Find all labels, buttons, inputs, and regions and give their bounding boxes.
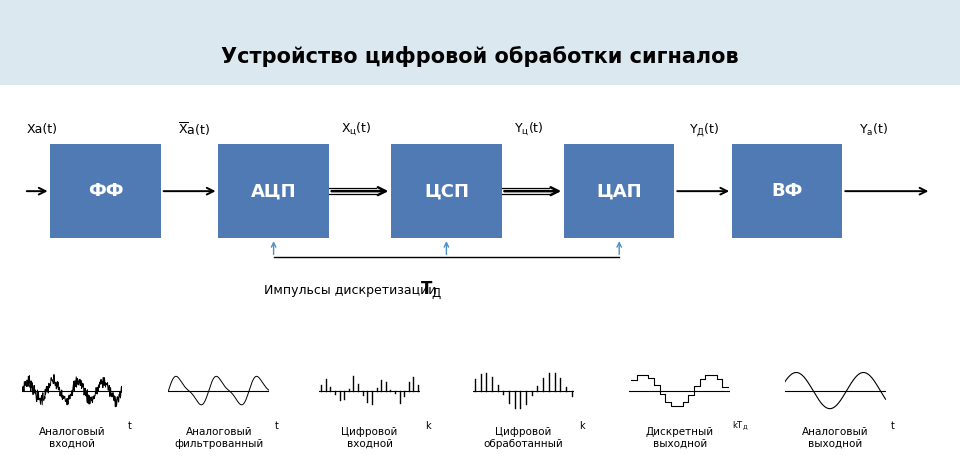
Text: Импульсы дискретизации: Импульсы дискретизации <box>264 284 444 297</box>
Text: Y$_\mathrm{Д}$(t): Y$_\mathrm{Д}$(t) <box>689 121 720 138</box>
Text: Y$_\mathrm{a}$(t): Y$_\mathrm{a}$(t) <box>859 122 888 138</box>
FancyBboxPatch shape <box>564 144 674 238</box>
Text: kT$_\mathrm{Д}$: kT$_\mathrm{Д}$ <box>732 420 749 432</box>
Text: Устройство цифровой обработки сигналов: Устройство цифровой обработки сигналов <box>221 46 739 67</box>
Text: Y$_\mathrm{ц}$(t): Y$_\mathrm{ц}$(t) <box>514 121 543 138</box>
Text: Аналоговый
входной: Аналоговый входной <box>38 427 106 449</box>
Text: X$_\mathrm{ц}$(t): X$_\mathrm{ц}$(t) <box>341 121 372 138</box>
Text: Цифровой
обработанный: Цифровой обработанный <box>483 427 564 449</box>
Text: t: t <box>891 421 895 431</box>
Text: Дискретный
выходной: Дискретный выходной <box>646 427 713 449</box>
Text: t: t <box>275 421 278 431</box>
Text: $\mathbf{T}_\mathbf{\mathsf{Д}}$: $\mathbf{T}_\mathbf{\mathsf{Д}}$ <box>420 279 442 301</box>
Text: Цифровой
входной: Цифровой входной <box>342 427 397 449</box>
Text: ФФ: ФФ <box>88 182 123 200</box>
Text: k: k <box>425 421 431 431</box>
FancyBboxPatch shape <box>50 144 161 238</box>
Text: ЦСП: ЦСП <box>424 182 468 200</box>
FancyBboxPatch shape <box>392 144 502 238</box>
Text: t: t <box>128 421 132 431</box>
Text: k: k <box>579 421 585 431</box>
Text: АЦП: АЦП <box>251 182 297 200</box>
Text: Xa(t): Xa(t) <box>27 123 58 136</box>
Text: Аналоговый
фильтрованный: Аналоговый фильтрованный <box>175 427 263 449</box>
Text: Аналоговый
выходной: Аналоговый выходной <box>802 427 869 449</box>
Bar <box>0 0 960 85</box>
Text: $\overline{\mathrm{X}}$a(t): $\overline{\mathrm{X}}$a(t) <box>178 121 209 138</box>
FancyBboxPatch shape <box>218 144 328 238</box>
Text: ВФ: ВФ <box>772 182 803 200</box>
Text: ЦАП: ЦАП <box>596 182 642 200</box>
FancyBboxPatch shape <box>732 144 843 238</box>
